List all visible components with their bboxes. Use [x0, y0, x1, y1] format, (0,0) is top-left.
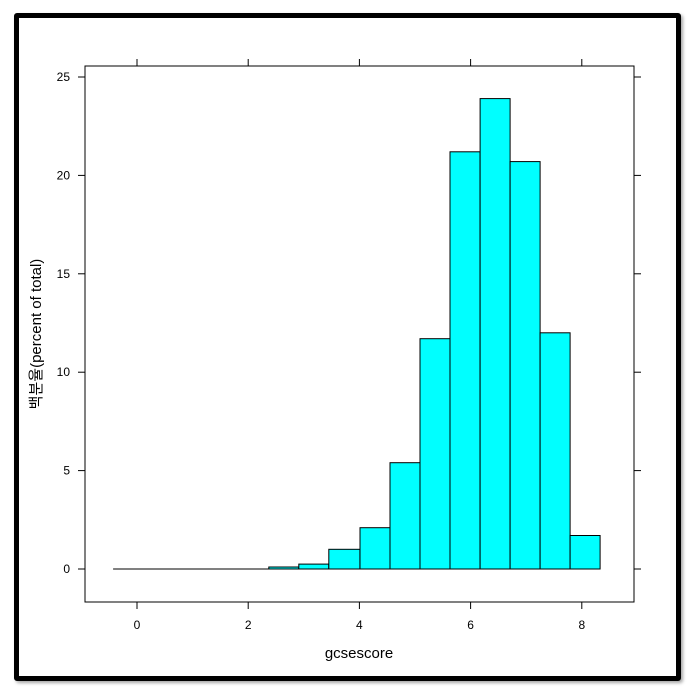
- histogram-bar: [509, 161, 541, 570]
- histogram-bar: [449, 151, 481, 570]
- histogram-bar: [298, 563, 330, 570]
- y-tick-label: 10: [57, 365, 71, 379]
- y-axis-title: 백분율(percent of total): [28, 259, 45, 410]
- histogram-bar: [389, 462, 421, 570]
- histogram-bar: [479, 98, 511, 570]
- y-tick-label: 20: [57, 168, 71, 182]
- histogram-bar: [359, 527, 391, 570]
- y-tick-label: 15: [57, 267, 71, 281]
- y-axis-ticks: 0 5 10 15 20 25: [57, 70, 641, 576]
- x-tick-label: 2: [245, 618, 252, 632]
- histogram-bar: [539, 332, 571, 570]
- x-tick-label: 4: [356, 618, 363, 632]
- x-axis-title: gcsescore: [325, 645, 393, 662]
- x-tick-label: 6: [467, 618, 474, 632]
- histogram-bar: [569, 535, 601, 570]
- x-tick-label: 8: [578, 618, 585, 632]
- histogram-bar: [419, 338, 451, 570]
- x-axis-ticks: 0 2 4 6 8: [134, 59, 585, 632]
- histogram-bar: [328, 548, 361, 570]
- y-tick-label: 25: [57, 70, 71, 84]
- y-tick-label: 0: [63, 562, 70, 576]
- x-tick-label: 0: [134, 618, 141, 632]
- y-tick-label: 5: [63, 464, 70, 478]
- histogram-bars: [268, 98, 601, 570]
